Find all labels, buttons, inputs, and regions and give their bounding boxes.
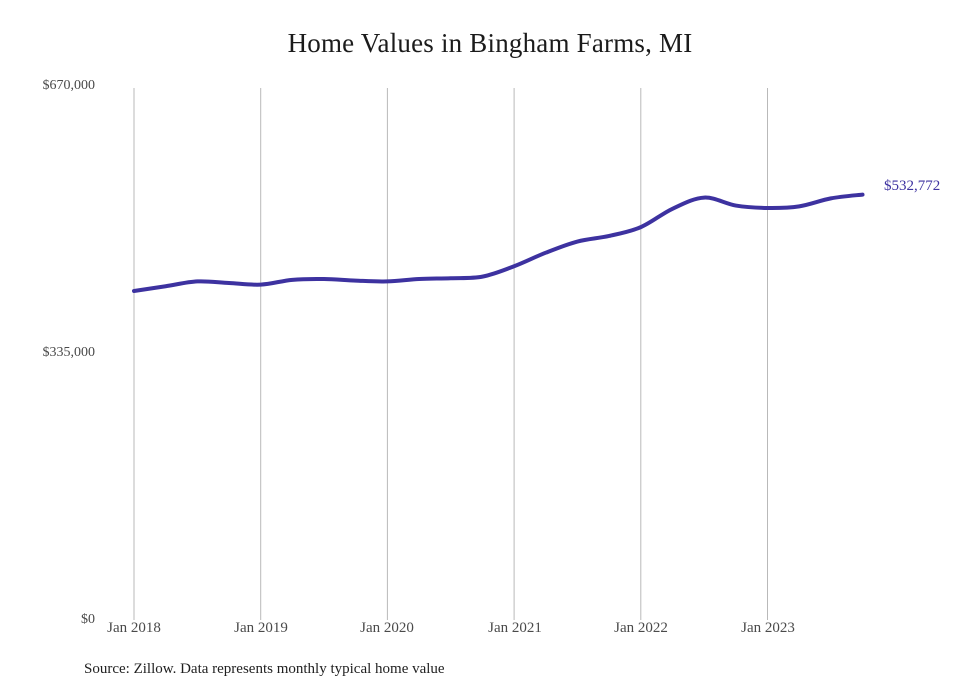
- end-value-label: $532,772: [884, 178, 941, 194]
- x-axis-tick-jan-2022: Jan 2022: [614, 620, 668, 636]
- x-axis-tick-jan-2021: Jan 2021: [488, 620, 542, 636]
- data-series-line: [132, 192, 865, 294]
- x-axis-tick-jan-2023: Jan 2023: [741, 620, 795, 636]
- gridlines: [133, 88, 768, 620]
- x-axis-tick-jan-2018: Jan 2018: [107, 620, 161, 636]
- x-axis-tick-jan-2019: Jan 2019: [234, 620, 288, 636]
- y-axis-tick-670000: $670,000: [42, 78, 96, 93]
- x-axis-tick-jan-2020: Jan 2020: [360, 620, 414, 636]
- page-title: Home Values in Bingham Farms, MI: [287, 28, 693, 58]
- source-note: Source: Zillow. Data represents monthly …: [84, 661, 445, 677]
- y-axis-tick-0: $0: [81, 612, 95, 627]
- y-axis-tick-335000: $335,000: [42, 345, 96, 360]
